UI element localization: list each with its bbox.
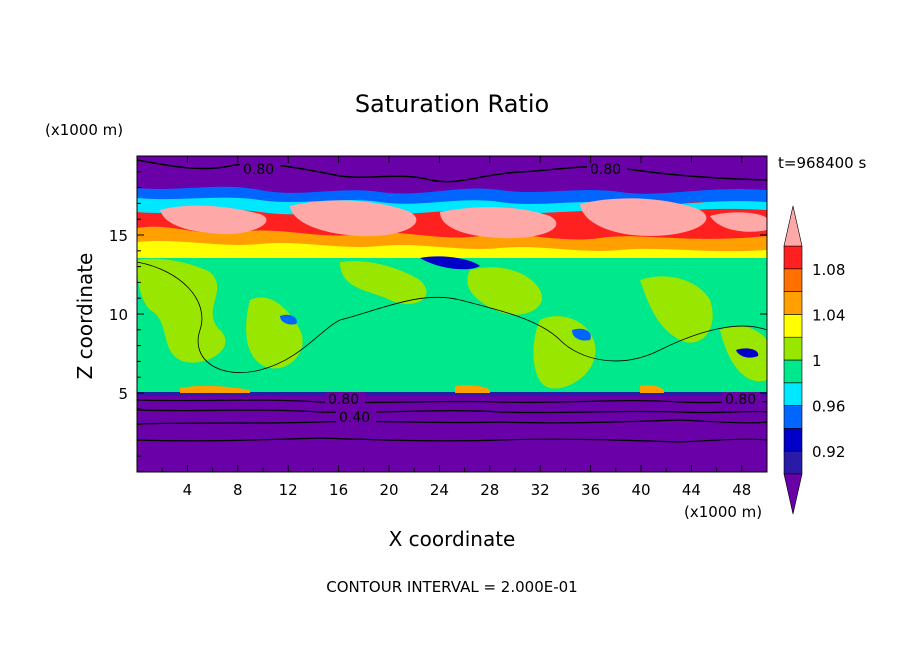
mixed-base-blue-stripe [137, 392, 767, 396]
time-label: t=968400 s [778, 154, 866, 172]
cloud-yellow-region [137, 241, 767, 258]
x-unit-label: (x1000 m) [684, 503, 762, 521]
contour-label-080-c: 0.80 [328, 392, 359, 408]
x-tick-label: 8 [233, 481, 243, 499]
x-tick-label: 16 [329, 481, 348, 499]
mixed-lightgreen-region-1 [137, 258, 226, 363]
colorbar-box [783, 359, 803, 384]
colorbar-box [783, 450, 803, 475]
y-tick-label: 5 [118, 385, 128, 403]
mixed-lightgreen-region-4 [467, 267, 542, 315]
x-tick-label: 32 [531, 481, 550, 499]
contour-label-bg [325, 392, 365, 406]
y-tick-label: 15 [109, 227, 128, 245]
cloud-pink-region-5 [710, 212, 767, 232]
y-axis-title: Z coordinate [73, 253, 97, 380]
x-tick-label: 20 [379, 481, 398, 499]
x-tick-label: 36 [581, 481, 600, 499]
x-tick-label: 28 [480, 481, 499, 499]
base-orange-patch-2 [455, 385, 490, 393]
colorbar-box [783, 428, 803, 452]
contour-label-080-a: 0.80 [243, 162, 274, 178]
mixed-dry-pocket-3 [572, 328, 591, 341]
contour-label-bg [722, 392, 762, 406]
plot-area [137, 156, 767, 472]
contour-label-040: 0.40 [339, 410, 370, 426]
y-axis: 5 10 15 [109, 171, 767, 457]
x-tick-label: 24 [430, 481, 449, 499]
contour-line-mixed [137, 261, 767, 373]
contour-labels: 0.80 0.80 0.80 0.80 0.40 [240, 162, 762, 426]
colorbar: 0.92 0.96 1 1.04 1.08 [783, 205, 845, 515]
cloud-pink-region-4 [580, 198, 707, 236]
colorbar-box [783, 245, 803, 270]
band-dry-lower [137, 393, 767, 472]
contour-line-upper [137, 159, 767, 183]
base-orange-patch-1 [180, 385, 250, 393]
cloud-pink-region-2 [290, 200, 417, 237]
colorbar-min-arrow [783, 473, 803, 515]
colorbar-box [783, 314, 803, 338]
colorbar-label: 1.08 [812, 261, 845, 279]
contour-label-080-b: 0.80 [590, 162, 621, 178]
mixed-lightgreen-region-6 [640, 276, 713, 343]
colorbar-box [783, 268, 803, 292]
chart-title: Saturation Ratio [355, 90, 549, 118]
mixed-dry-pocket-4 [736, 348, 759, 358]
contour-label-bg [336, 410, 376, 424]
x-tick-label: 44 [682, 481, 701, 499]
colorbar-label: 1.04 [812, 306, 845, 324]
contour-line-080-lower [137, 399, 767, 404]
x-tick-label: 12 [279, 481, 298, 499]
cloud-pink-region-1 [160, 205, 267, 235]
z-unit-label: (x1000 m) [45, 121, 123, 139]
contour-label-080-d: 0.80 [725, 392, 756, 408]
x-tick-label: 40 [631, 481, 650, 499]
colorbar-label: 1 [812, 352, 822, 370]
base-orange-patch-3 [640, 385, 664, 393]
colorbar-box [783, 382, 803, 406]
x-axis-title: X coordinate [389, 527, 516, 551]
colorbar-box [783, 336, 803, 361]
contour-line-040 [137, 419, 767, 425]
colorbar-box [783, 405, 803, 429]
y-tick-label: 10 [109, 306, 128, 324]
cloud-pink-region-3 [440, 207, 557, 239]
contour-line-060 [137, 409, 767, 414]
x-tick-label: 4 [183, 481, 193, 499]
mixed-lightgreen-region-3 [340, 261, 427, 304]
colorbar-box [783, 291, 803, 315]
contour-label-bg [587, 162, 627, 176]
x-tick-label: 48 [732, 481, 751, 499]
mixed-dry-pocket-1 [420, 256, 480, 270]
contour-line-020 [137, 437, 767, 443]
x-axis: 4 8 12 16 20 24 28 32 36 40 44 48 [161, 156, 751, 499]
contour-label-bg [240, 162, 280, 176]
mixed-dry-pocket-2 [280, 314, 297, 325]
colorbar-label: 0.96 [812, 398, 845, 416]
contour-interval-footer: CONTOUR INTERVAL = 2.000E-01 [326, 578, 577, 596]
colorbar-label: 0.92 [812, 443, 845, 461]
colorbar-max-arrow [783, 205, 803, 247]
